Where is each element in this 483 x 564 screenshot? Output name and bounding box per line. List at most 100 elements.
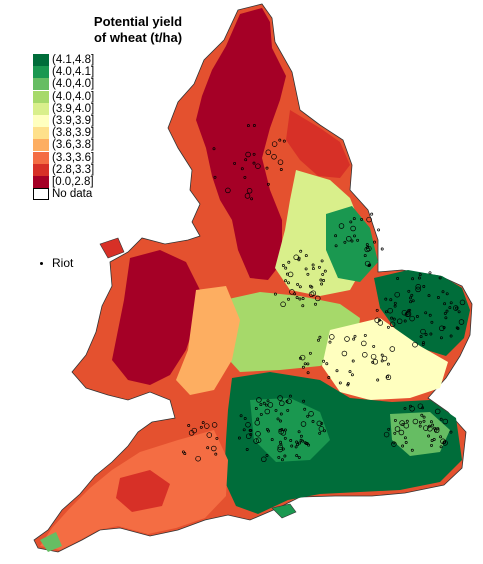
riot-point — [204, 423, 210, 429]
riot-point — [393, 431, 397, 435]
legend-swatch — [33, 127, 49, 140]
riot-point — [417, 276, 421, 280]
riot-point — [420, 328, 426, 335]
riot-point — [304, 254, 308, 258]
riot-point — [294, 445, 298, 449]
riot-point — [271, 154, 277, 160]
legend-label: (4.0,4.0] — [52, 78, 95, 91]
riot-point — [429, 420, 433, 424]
riot-point — [246, 124, 250, 128]
riot-point — [363, 333, 367, 337]
riot-point — [389, 321, 396, 328]
legend-title-line1: Potential yield — [93, 14, 183, 29]
riot-point — [295, 440, 299, 444]
riot-point — [344, 336, 350, 342]
wales-uplands-region — [112, 250, 200, 385]
riot-point — [206, 446, 210, 450]
riot-point — [322, 279, 326, 282]
riot-point — [266, 399, 270, 403]
east-anglia-region — [374, 270, 470, 356]
riot-point — [321, 272, 325, 276]
riot-point — [442, 418, 449, 425]
riot-point — [265, 149, 272, 156]
riot-point — [423, 425, 429, 431]
riot-point — [255, 163, 261, 169]
riot-point — [262, 401, 266, 405]
riot-point — [352, 217, 356, 221]
riot-point — [277, 446, 283, 453]
riot-point — [277, 159, 284, 165]
riot-point — [377, 320, 384, 326]
riot-point — [316, 420, 323, 427]
riot-point — [370, 353, 377, 360]
riot-point — [250, 197, 254, 201]
riot-point — [353, 334, 357, 338]
legend-row: (4.1,4.8] — [33, 54, 94, 67]
riot-point — [244, 193, 251, 199]
riot-point — [240, 167, 244, 171]
riot-point — [297, 430, 301, 434]
riot-point — [429, 332, 433, 336]
riot-point — [246, 188, 253, 194]
riot-point — [407, 289, 411, 293]
riot-point — [338, 223, 345, 229]
riot-point — [427, 434, 431, 438]
riot-point — [403, 406, 407, 410]
riot-point — [279, 412, 283, 416]
riot-point — [283, 454, 287, 458]
riot-point — [396, 277, 400, 280]
legend-row: [0.0,2.8] — [33, 175, 94, 188]
riot-point — [279, 419, 282, 423]
riot-point — [442, 440, 448, 446]
riot-point — [398, 429, 405, 436]
riot-point — [370, 212, 374, 216]
riot-point — [317, 338, 320, 342]
riot-point — [442, 440, 446, 444]
riot-point — [267, 402, 274, 408]
riot-point — [350, 225, 356, 232]
riot-point — [427, 426, 433, 432]
riot-point — [350, 239, 354, 243]
riot-point — [449, 430, 453, 434]
riot-point — [267, 429, 270, 433]
riot-point — [439, 435, 443, 439]
riot-point — [300, 421, 307, 427]
riot-point — [301, 365, 305, 369]
riot-point — [214, 452, 218, 456]
riot-point — [459, 299, 466, 306]
riot-point — [386, 362, 390, 366]
riot-point — [436, 427, 440, 431]
riot-point — [255, 431, 261, 437]
riot-point — [277, 455, 281, 459]
riot-point — [430, 439, 434, 442]
riot-point — [311, 420, 315, 423]
riot-point — [410, 293, 414, 297]
riot-point — [422, 285, 426, 288]
legend-swatch — [33, 139, 49, 152]
riot-point — [306, 371, 310, 375]
riot-point — [351, 359, 355, 363]
riot-point — [348, 370, 352, 374]
riot-point — [245, 151, 251, 158]
riot-point — [265, 403, 268, 407]
riot-point — [297, 258, 301, 262]
riot-point — [259, 403, 263, 407]
riot-point — [323, 269, 327, 273]
legend-swatch — [33, 151, 49, 164]
riot-point — [279, 168, 283, 171]
riot-point — [380, 247, 384, 251]
riot-point — [372, 344, 376, 348]
riot-point — [296, 282, 300, 286]
legend-row: (3.8,3.9] — [33, 127, 94, 140]
legend-swatch — [33, 90, 49, 103]
riot-point — [422, 419, 426, 423]
riot-point — [380, 353, 384, 357]
riot-point — [392, 441, 396, 445]
riot-point — [380, 359, 384, 363]
riot-point — [254, 420, 261, 426]
riot-point — [453, 305, 459, 311]
riot-point — [384, 310, 388, 314]
riot-point — [302, 399, 306, 403]
riot-point — [338, 381, 342, 385]
riot-point — [436, 296, 440, 299]
